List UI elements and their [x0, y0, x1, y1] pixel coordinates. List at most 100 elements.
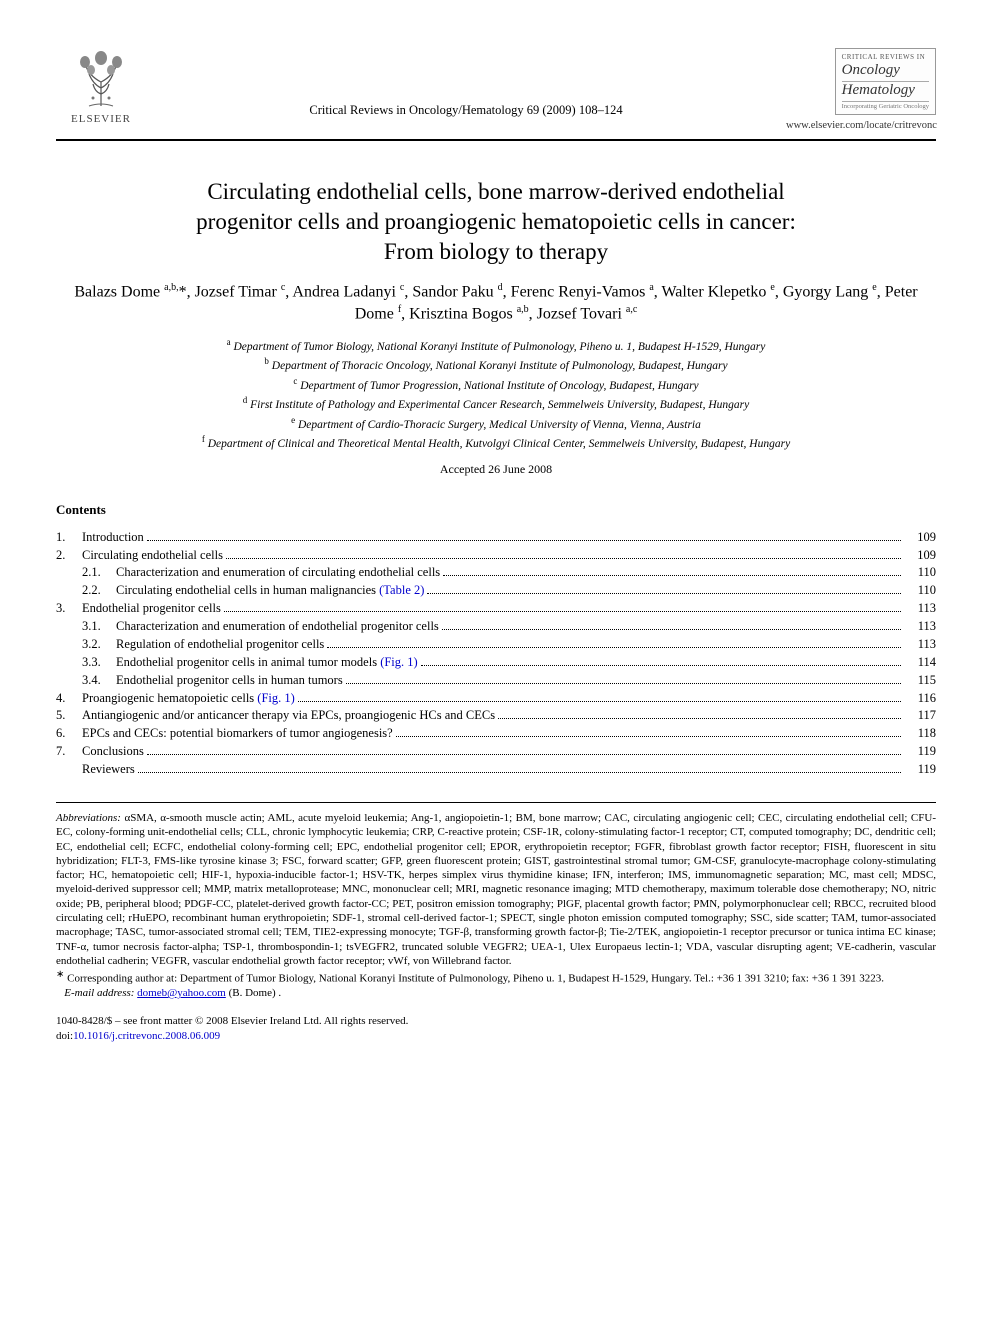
toc-leader-dots — [443, 575, 901, 576]
toc-leader-dots — [224, 611, 901, 612]
toc-label: Endothelial progenitor cells in human tu… — [116, 672, 343, 689]
toc-number: 2. — [56, 547, 82, 564]
journal-cover-block: CRITICAL REVIEWS IN Oncology Hematology … — [786, 48, 936, 133]
affiliation-line: b Department of Thoracic Oncology, Natio… — [56, 355, 936, 375]
toc-leader-dots — [346, 683, 901, 684]
toc-leader-dots — [421, 665, 901, 666]
toc-number: 3.3. — [56, 654, 116, 671]
title-line-2: progenitor cells and proangiogenic hemat… — [196, 209, 796, 234]
toc-leader-dots — [427, 593, 901, 594]
toc-row[interactable]: 1.Introduction109 — [56, 529, 936, 546]
toc-row[interactable]: 4.Proangiogenic hematopoietic cells (Fig… — [56, 690, 936, 707]
toc-row[interactable]: 3.2.Regulation of endothelial progenitor… — [56, 636, 936, 653]
toc-leader-dots — [138, 772, 901, 773]
toc-page-number: 119 — [904, 761, 936, 778]
toc-number: 3.4. — [56, 672, 116, 689]
toc-number: 6. — [56, 725, 82, 742]
toc-leader-dots — [498, 718, 901, 719]
toc-row[interactable]: 7.Conclusions119 — [56, 743, 936, 760]
article-header: ELSEVIER Critical Reviews in Oncology/He… — [56, 48, 936, 141]
affiliation-line: e Department of Cardio-Thoracic Surgery,… — [56, 414, 936, 434]
copyright-line: 1040-8428/$ – see front matter © 2008 El… — [56, 1014, 936, 1029]
toc-page-number: 117 — [904, 707, 936, 724]
toc-page-number: 116 — [904, 690, 936, 707]
toc-number: 7. — [56, 743, 82, 760]
toc-page-number: 109 — [904, 529, 936, 546]
toc-leader-dots — [298, 701, 901, 702]
email-suffix: (B. Dome) . — [226, 987, 281, 999]
toc-crossref-link[interactable]: (Fig. 1) — [380, 655, 418, 669]
toc-row[interactable]: Reviewers 119 — [56, 761, 936, 778]
affiliation-line: f Department of Clinical and Theoretical… — [56, 433, 936, 453]
toc-page-number: 113 — [904, 618, 936, 635]
journal-cover-box: CRITICAL REVIEWS IN Oncology Hematology … — [835, 48, 936, 115]
abbreviations-block: Abbreviations: αSMA, α-smooth muscle act… — [56, 811, 936, 968]
separator-rule — [56, 802, 936, 803]
doi-prefix: doi: — [56, 1030, 73, 1042]
toc-page-number: 113 — [904, 636, 936, 653]
toc-label: EPCs and CECs: potential biomarkers of t… — [82, 725, 393, 742]
doi-link[interactable]: 10.1016/j.critrevonc.2008.06.009 — [73, 1030, 220, 1042]
contents-heading: Contents — [56, 501, 936, 519]
email-label: E-mail address: — [64, 987, 134, 999]
title-line-3: From biology to therapy — [384, 239, 608, 264]
author-list: Balazs Dome a,b,*, Jozsef Timar c, Andre… — [56, 281, 936, 326]
cover-subtitle: Incorporating Geriatric Oncology — [842, 103, 929, 112]
toc-label: Introduction — [82, 529, 144, 546]
toc-leader-dots — [147, 540, 901, 541]
toc-row[interactable]: 2.1.Characterization and enumeration of … — [56, 564, 936, 581]
toc-crossref-link[interactable]: (Fig. 1) — [257, 691, 295, 705]
corr-text: Corresponding author at: Department of T… — [64, 973, 884, 985]
toc-number: 3. — [56, 600, 82, 617]
locate-url[interactable]: www.elsevier.com/locate/critrevonc — [786, 119, 936, 133]
cover-overline: CRITICAL REVIEWS IN — [842, 53, 929, 62]
abbrev-text: αSMA, α-smooth muscle actin; AML, acute … — [56, 812, 936, 967]
toc-row[interactable]: 2.2.Circulating endothelial cells in hum… — [56, 582, 936, 599]
toc-number: 5. — [56, 707, 82, 724]
toc-row[interactable]: 3.Endothelial progenitor cells 113 — [56, 600, 936, 617]
email-block: E-mail address: domeb@yahoo.com (B. Dome… — [56, 986, 936, 1000]
toc-label: Endothelial progenitor cells — [82, 600, 221, 617]
toc-leader-dots — [327, 647, 901, 648]
elsevier-tree-icon — [71, 48, 131, 110]
toc-page-number: 113 — [904, 600, 936, 617]
abbrev-label: Abbreviations: — [56, 812, 121, 824]
toc-row[interactable]: 3.3.Endothelial progenitor cells in anim… — [56, 654, 936, 671]
affiliation-line: d First Institute of Pathology and Exper… — [56, 394, 936, 414]
toc-label: Endothelial progenitor cells in animal t… — [116, 654, 418, 671]
toc-label: Circulating endothelial cells — [82, 547, 223, 564]
corresponding-author: ∗ Corresponding author at: Department of… — [56, 968, 936, 986]
email-link[interactable]: domeb@yahoo.com — [137, 987, 226, 999]
article-footer: 1040-8428/$ – see front matter © 2008 El… — [56, 1014, 936, 1044]
toc-row[interactable]: 6.EPCs and CECs: potential biomarkers of… — [56, 725, 936, 742]
toc-row[interactable]: 5.Antiangiogenic and/or anticancer thera… — [56, 707, 936, 724]
toc-page-number: 109 — [904, 547, 936, 564]
toc-leader-dots — [396, 736, 901, 737]
toc-label: Circulating endothelial cells in human m… — [116, 582, 424, 599]
accepted-date: Accepted 26 June 2008 — [56, 461, 936, 477]
journal-reference: Critical Reviews in Oncology/Hematology … — [146, 48, 786, 119]
title-line-1: Circulating endothelial cells, bone marr… — [207, 179, 784, 204]
toc-label: Characterization and enumeration of endo… — [116, 618, 439, 635]
toc-label: Proangiogenic hematopoietic cells (Fig. … — [82, 690, 295, 707]
toc-row[interactable]: 3.1.Characterization and enumeration of … — [56, 618, 936, 635]
toc-label: Conclusions — [82, 743, 144, 760]
publisher-name: ELSEVIER — [71, 112, 131, 127]
cover-title-1: Oncology — [842, 63, 929, 82]
toc-number: 4. — [56, 690, 82, 707]
doi-line: doi:10.1016/j.critrevonc.2008.06.009 — [56, 1029, 936, 1044]
toc-page-number: 115 — [904, 672, 936, 689]
article-title: Circulating endothelial cells, bone marr… — [56, 177, 936, 267]
table-of-contents: 1.Introduction1092.Circulating endotheli… — [56, 529, 936, 778]
toc-row[interactable]: 3.4.Endothelial progenitor cells in huma… — [56, 672, 936, 689]
toc-row[interactable]: 2.Circulating endothelial cells 109 — [56, 547, 936, 564]
toc-label: Reviewers — [82, 761, 135, 778]
toc-leader-dots — [226, 558, 901, 559]
toc-label: Antiangiogenic and/or anticancer therapy… — [82, 707, 495, 724]
toc-label: Characterization and enumeration of circ… — [116, 564, 440, 581]
toc-page-number: 118 — [904, 725, 936, 742]
affiliation-line: a Department of Tumor Biology, National … — [56, 336, 936, 356]
cover-title-2: Hematology — [842, 83, 929, 102]
toc-page-number: 110 — [904, 582, 936, 599]
toc-crossref-link[interactable]: (Table 2) — [379, 583, 424, 597]
